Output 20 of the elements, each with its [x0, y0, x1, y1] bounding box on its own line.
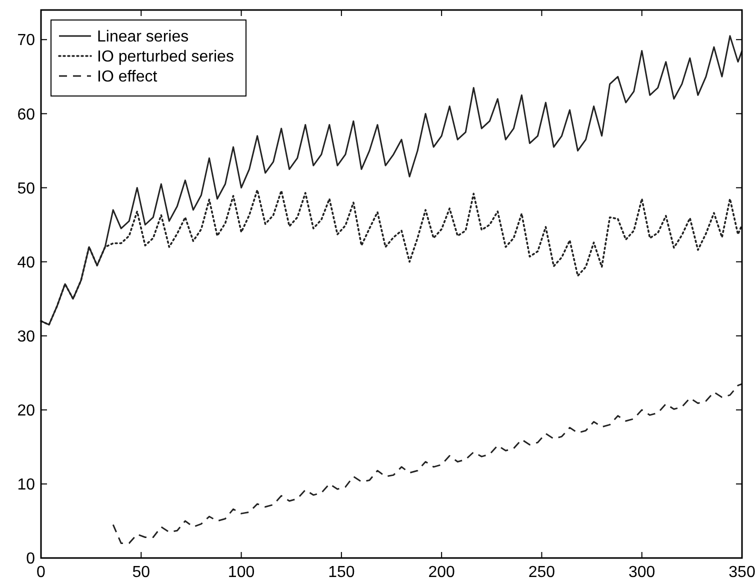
x-tick-label: 250 [528, 564, 556, 581]
line-series [112, 383, 743, 544]
x-tick-label: 350 [728, 564, 755, 581]
y-tick-label: 40 [17, 254, 36, 272]
y-tick-label: 60 [17, 106, 36, 124]
x-tick-label: 100 [228, 564, 255, 581]
x-tick-label: 0 [36, 564, 46, 581]
y-tick-label: 10 [17, 476, 36, 494]
y-tick-label: 70 [17, 32, 36, 50]
legend-label: IO effect [97, 68, 158, 86]
x-tick-label: 300 [628, 564, 656, 581]
x-tick-label: 200 [428, 564, 456, 581]
y-tick-label: 50 [17, 180, 36, 198]
legend-label: Linear series [97, 28, 189, 46]
legend-label: IO perturbed series [97, 48, 234, 66]
y-tick-label: 30 [17, 328, 36, 346]
y-tick-label: 0 [26, 550, 36, 568]
x-tick-label: 150 [328, 564, 355, 581]
y-tick-label: 20 [17, 402, 36, 420]
x-tick-label: 50 [132, 564, 150, 581]
